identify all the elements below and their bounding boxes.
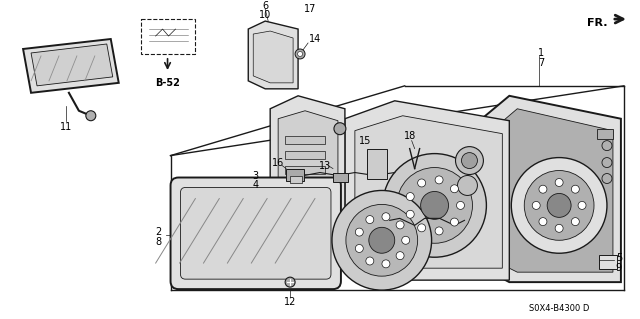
Text: 16: 16 [272,158,284,167]
Circle shape [332,190,431,290]
Text: 4: 4 [252,181,259,190]
Circle shape [418,224,426,232]
Text: 7: 7 [538,58,545,68]
Circle shape [458,175,477,196]
Circle shape [451,185,458,193]
Text: 15: 15 [358,136,371,146]
Polygon shape [345,101,509,280]
Circle shape [346,204,418,276]
Text: 2: 2 [156,227,162,237]
Circle shape [435,176,443,184]
Circle shape [366,216,374,224]
Circle shape [298,51,303,56]
Text: 18: 18 [404,131,416,141]
Circle shape [366,257,374,265]
Circle shape [555,224,563,232]
Circle shape [418,179,426,187]
Circle shape [524,171,594,240]
Bar [599,255,617,269]
Text: 14: 14 [309,34,321,44]
Text: FR.: FR. [587,18,607,28]
Text: 5: 5 [616,253,622,263]
Bar [367,149,387,179]
Text: 3: 3 [252,171,259,181]
Polygon shape [253,31,293,83]
Bar [333,173,348,182]
Bar [285,151,325,159]
Circle shape [572,185,579,193]
Polygon shape [31,44,113,86]
Text: B-52: B-52 [155,78,180,88]
Polygon shape [270,96,345,219]
Circle shape [406,210,414,218]
Circle shape [602,141,612,151]
Circle shape [451,218,458,226]
Text: 11: 11 [60,122,72,132]
Circle shape [511,158,607,253]
Circle shape [402,236,410,244]
Circle shape [355,228,364,236]
Circle shape [382,213,390,221]
FancyBboxPatch shape [170,177,341,289]
Text: 8: 8 [156,237,162,247]
Bar [141,19,195,54]
Circle shape [285,277,295,287]
Text: S0X4-B4300 D: S0X4-B4300 D [529,304,589,313]
Circle shape [397,167,472,243]
Text: 12: 12 [284,297,296,307]
Circle shape [456,147,483,174]
Polygon shape [278,111,338,208]
Bar [285,166,325,174]
Polygon shape [477,109,613,272]
Circle shape [420,191,449,219]
Circle shape [602,174,612,183]
Circle shape [406,193,414,201]
Circle shape [86,111,96,121]
Circle shape [539,185,547,193]
Circle shape [435,227,443,235]
Text: 13: 13 [319,160,331,171]
Text: 10: 10 [259,10,271,20]
Circle shape [382,260,390,268]
Bar [290,175,302,183]
Circle shape [539,218,547,226]
Circle shape [461,152,477,168]
Polygon shape [23,39,119,93]
Circle shape [334,123,346,135]
Circle shape [532,201,540,209]
Text: 1: 1 [538,48,544,58]
Polygon shape [355,116,502,268]
Circle shape [602,158,612,167]
Bar [597,129,613,139]
Text: 9: 9 [616,263,622,273]
Circle shape [369,227,395,253]
Circle shape [396,221,404,229]
Circle shape [578,201,586,209]
Text: 17: 17 [304,4,316,14]
Bar [285,136,325,144]
Polygon shape [467,96,621,282]
Polygon shape [248,21,298,89]
Circle shape [572,218,579,226]
Circle shape [295,49,305,59]
Circle shape [383,153,486,257]
Circle shape [555,179,563,187]
Circle shape [547,193,571,217]
Circle shape [396,252,404,260]
Circle shape [456,201,465,209]
FancyBboxPatch shape [180,188,331,279]
Text: 6: 6 [262,1,268,11]
Circle shape [355,244,364,252]
Bar [285,179,325,187]
Bar [286,168,304,181]
